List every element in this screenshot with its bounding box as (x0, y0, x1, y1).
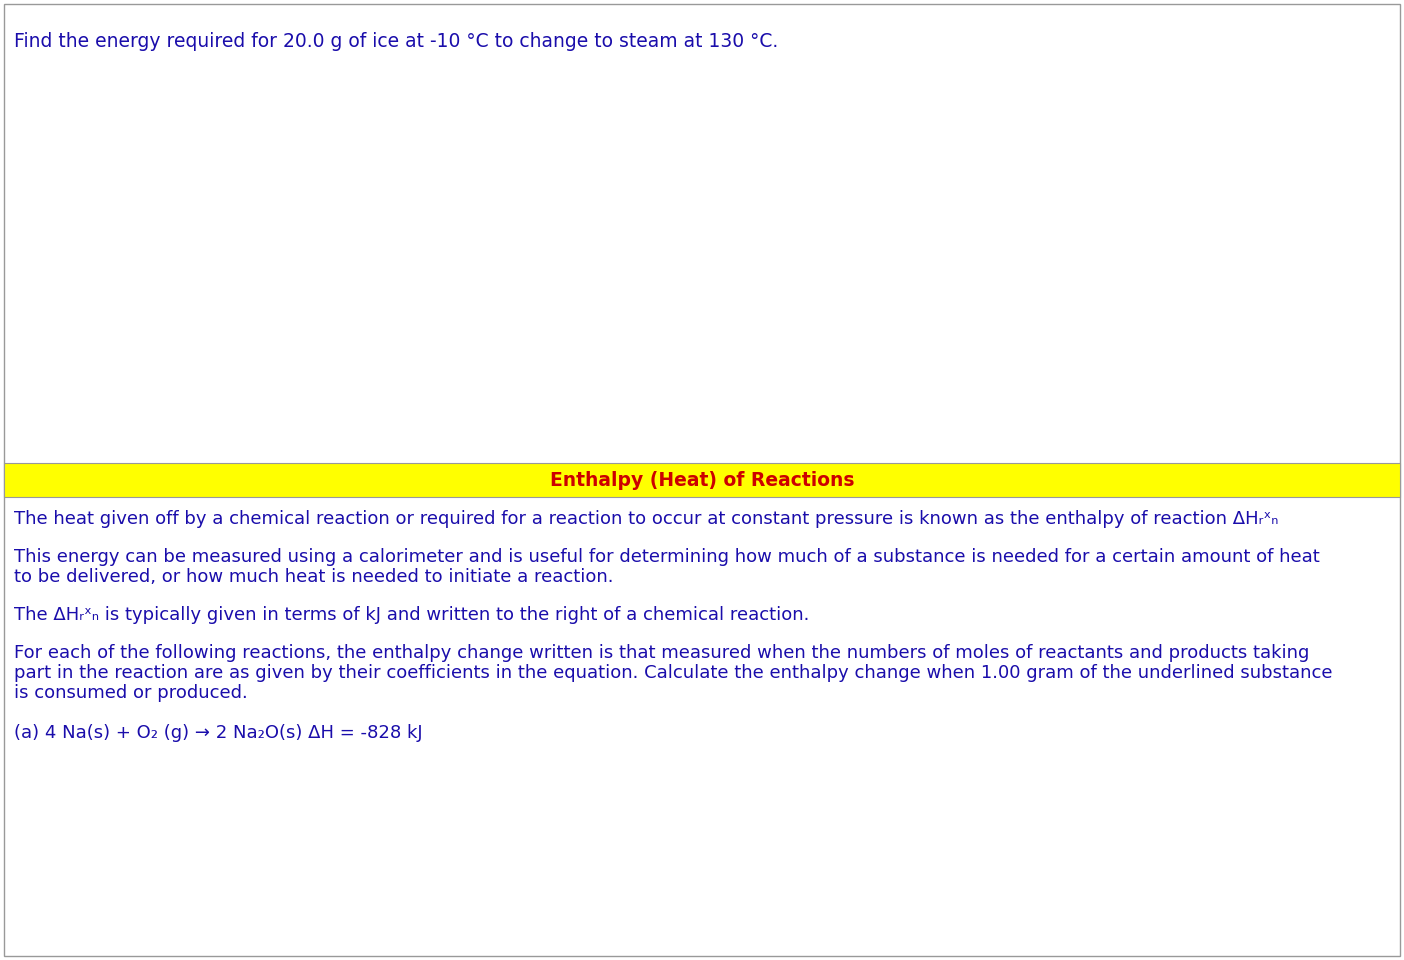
Text: For each of the following reactions, the enthalpy change written is that measure: For each of the following reactions, the… (14, 644, 1310, 662)
Text: The heat given off by a chemical reaction or required for a reaction to occur at: The heat given off by a chemical reactio… (14, 510, 1279, 528)
Text: Find the energy required for 20.0 g of ice at -10 °C to change to steam at 130 °: Find the energy required for 20.0 g of i… (14, 32, 778, 51)
Text: part in the reaction are as given by their coefficients in the equation. Calcula: part in the reaction are as given by the… (14, 664, 1332, 682)
Text: The ΔHᵣˣₙ is typically given in terms of kJ and written to the right of a chemic: The ΔHᵣˣₙ is typically given in terms of… (14, 606, 809, 624)
Text: This energy can be measured using a calorimeter and is useful for determining ho: This energy can be measured using a calo… (14, 548, 1320, 566)
Text: Enthalpy (Heat) of Reactions: Enthalpy (Heat) of Reactions (550, 470, 854, 490)
Text: to be delivered, or how much heat is needed to initiate a reaction.: to be delivered, or how much heat is nee… (14, 568, 614, 586)
Bar (4, 463, 1400, 497)
Text: (a) 4 Na(s) + O₂ (g) → 2 Na₂O(s) ΔH = -828 kJ: (a) 4 Na(s) + O₂ (g) → 2 Na₂O(s) ΔH = -8… (14, 724, 423, 742)
Text: is consumed or produced.: is consumed or produced. (14, 684, 247, 702)
